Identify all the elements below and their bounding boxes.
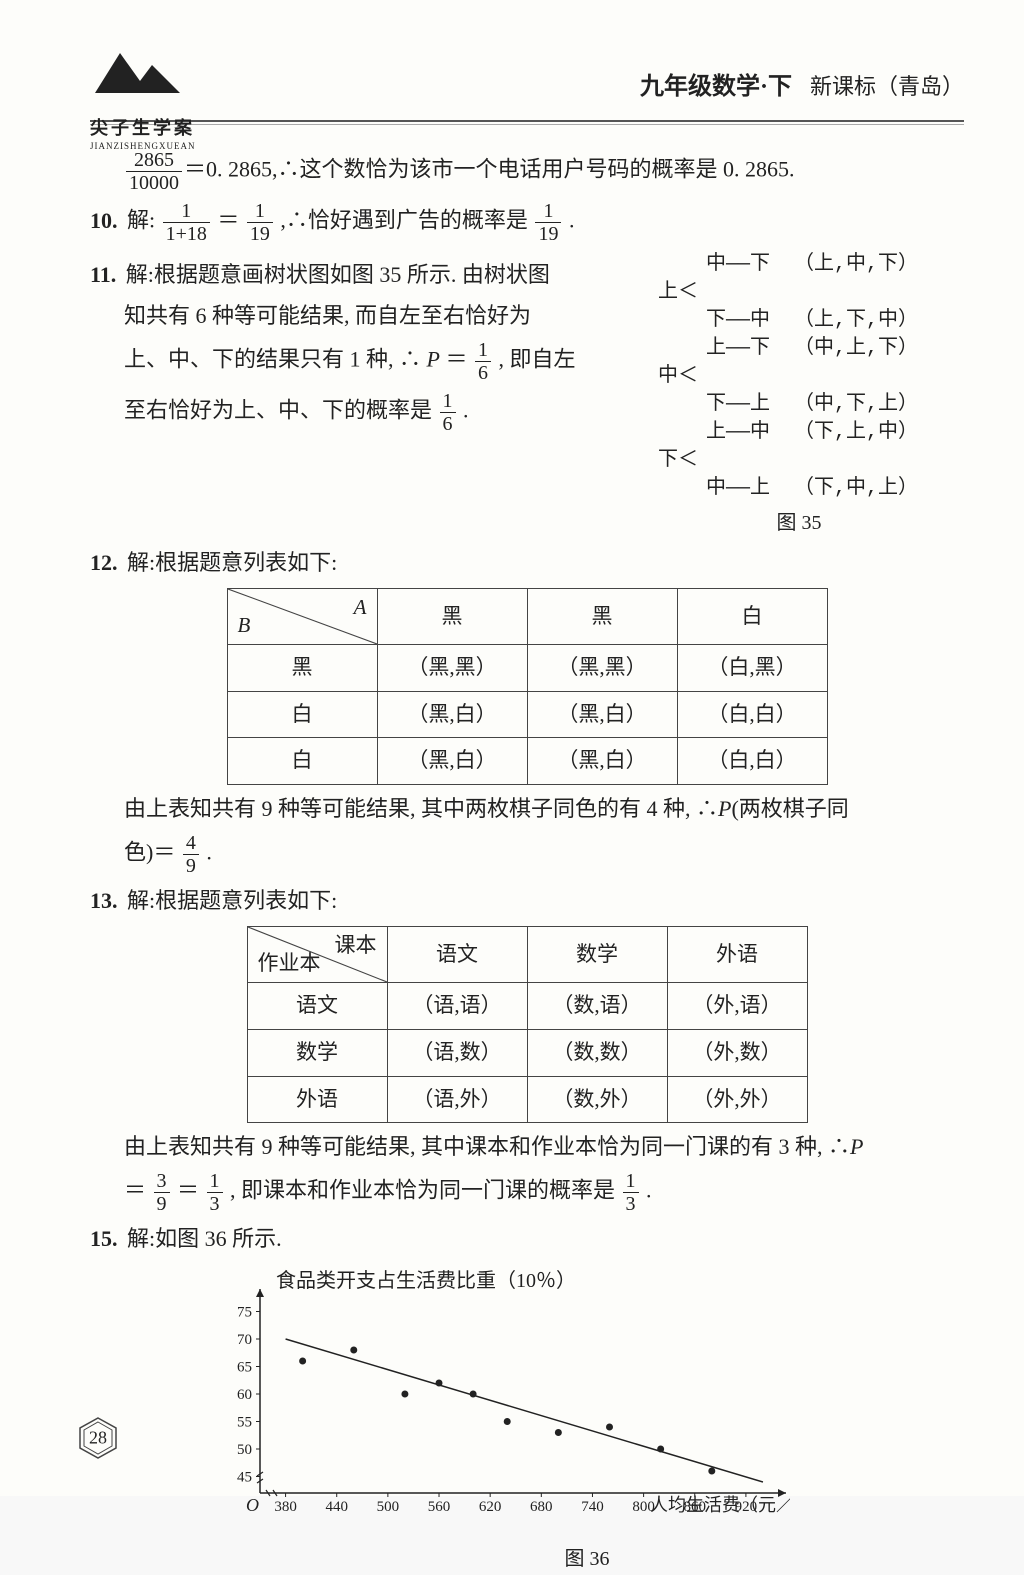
q13: 13. 解:根据题意列表如下:: [90, 883, 964, 918]
fraction: 13: [207, 1170, 223, 1215]
svg-text:75: 75: [237, 1304, 252, 1320]
fraction: 119: [247, 200, 273, 245]
q13-after2: ＝ 39 ＝ 13 , 即课本和作业本恰为同一门课的概率是 13 .: [124, 1170, 964, 1215]
text: ＝: [217, 208, 239, 233]
question-number: 15.: [90, 1226, 118, 1251]
title-main: 九年级数学·下: [640, 74, 792, 100]
text: 知共有 6 种等可能结果, 而自左至右恰好为: [124, 298, 614, 333]
fraction: 39: [154, 1170, 170, 1215]
text: 至右恰好为上、中、下的概率是 16 .: [124, 390, 614, 435]
fraction: 16: [440, 390, 456, 435]
table-q12: AB黑黑白黑（黑,黑）（黑,黑）（白,黑）白（黑,白）（黑,白）（白,白）白（黑…: [227, 588, 828, 785]
fraction: 16: [475, 339, 491, 384]
svg-text:440: 440: [325, 1499, 348, 1515]
text: 解:: [127, 208, 155, 233]
q12-after2: 色)＝ 49 .: [124, 832, 964, 877]
text: 解:如图 36 所示.: [127, 1226, 282, 1251]
text: 解:根据题意列表如下:: [127, 888, 337, 913]
fraction: 11+18: [163, 200, 210, 245]
tree-diagram: 中——下 （上,中,下） 上＜ 下——中 （上,下,中） 上——下 （中,上,下…: [634, 251, 964, 539]
text: 解:: [126, 262, 154, 287]
svg-text:620: 620: [479, 1499, 502, 1515]
svg-text:560: 560: [428, 1499, 451, 1515]
q11-text: 11. 解:根据题意画树状图如图 35 所示. 由树状图 知共有 6 种等可能结…: [90, 251, 614, 441]
question-number: 12.: [90, 550, 118, 575]
fraction: 119: [535, 200, 561, 245]
q13-after1: 由上表知共有 9 种等可能结果, 其中课本和作业本恰为同一门课的有 3 种, ∴…: [124, 1129, 964, 1164]
question-number: 13.: [90, 888, 118, 913]
page: 尖子生学案 JIANZISHENGXUEAN 九年级数学·下 新课标（青岛） 2…: [0, 0, 1024, 1496]
figure-caption: 图 35: [634, 507, 964, 539]
svg-text:55: 55: [237, 1414, 252, 1430]
chart-figure-36: 4550556065707538044050056062068074080086…: [210, 1267, 964, 1575]
svg-text:45: 45: [237, 1469, 252, 1485]
title-sub: 新课标（青岛）: [810, 74, 964, 99]
fraction: 2865 10000: [126, 149, 182, 194]
mountain-icon: [90, 40, 220, 110]
text: ,∴恰好遇到广告的概率是: [280, 208, 528, 233]
q11-row: 11. 解:根据题意画树状图如图 35 所示. 由树状图 知共有 6 种等可能结…: [90, 251, 964, 539]
svg-text:740: 740: [581, 1499, 604, 1515]
fraction: 49: [183, 832, 199, 877]
q15: 15. 解:如图 36 所示.: [90, 1221, 964, 1256]
logo: 尖子生学案 JIANZISHENGXUEAN: [90, 40, 220, 110]
q10: 10. 解: 11+18 ＝ 119 ,∴恰好遇到广告的概率是 119 .: [90, 200, 964, 245]
svg-text:500: 500: [377, 1499, 400, 1515]
page-number: 28: [89, 1424, 107, 1453]
scatter-chart: 4550556065707538044050056062068074080086…: [210, 1267, 790, 1527]
table-q13: 课本作业本语文数学外语语文（语,语）（数,语）（外,语）数学（语,数）（数,数）…: [247, 926, 808, 1123]
text: 根据题意画树状图如图 35 所示. 由树状图: [154, 262, 550, 287]
svg-text:50: 50: [237, 1442, 252, 1458]
frac-den: 10000: [126, 172, 182, 194]
text: 解:根据题意列表如下:: [127, 550, 337, 575]
q12: 12. 解:根据题意列表如下:: [90, 545, 964, 580]
svg-text:O: O: [246, 1495, 259, 1515]
top-fragment: 2865 10000 ＝0. 2865,∴这个数恰为该市一个电话用户号码的概率是…: [124, 149, 964, 194]
q12-after: 由上表知共有 9 种等可能结果, 其中两枚棋子同色的有 4 种, ∴P(两枚棋子…: [124, 791, 964, 826]
page-number-badge: 28: [76, 1416, 120, 1460]
text: .: [569, 208, 575, 233]
svg-text:人均生活费（元／月）: 人均生活费（元／月）: [650, 1495, 790, 1515]
svg-text:70: 70: [237, 1332, 252, 1348]
fraction: 13: [623, 1170, 639, 1215]
svg-text:60: 60: [237, 1387, 252, 1403]
logo-pinyin: JIANZISHENGXUEAN: [90, 139, 220, 153]
content: 2865 10000 ＝0. 2865,∴这个数恰为该市一个电话用户号码的概率是…: [90, 149, 964, 1575]
text: 上、中、下的结果只有 1 种, ∴ P ＝ 16 , 即自左: [124, 339, 614, 384]
header-divider: [90, 120, 964, 125]
question-number: 11.: [90, 262, 116, 287]
page-title: 九年级数学·下 新课标（青岛）: [640, 68, 964, 110]
question-number: 10.: [90, 208, 118, 233]
svg-text:380: 380: [274, 1499, 297, 1515]
figure-caption: 图 36: [210, 1543, 964, 1575]
page-header: 尖子生学案 JIANZISHENGXUEAN 九年级数学·下 新课标（青岛）: [90, 30, 964, 110]
svg-text:680: 680: [530, 1499, 553, 1515]
svg-text:65: 65: [237, 1359, 252, 1375]
svg-text:食品类开支占生活费比重（10％）: 食品类开支占生活费比重（10％）: [276, 1269, 576, 1292]
text: ＝0. 2865,∴这个数恰为该市一个电话用户号码的概率是 0. 2865.: [184, 157, 795, 182]
